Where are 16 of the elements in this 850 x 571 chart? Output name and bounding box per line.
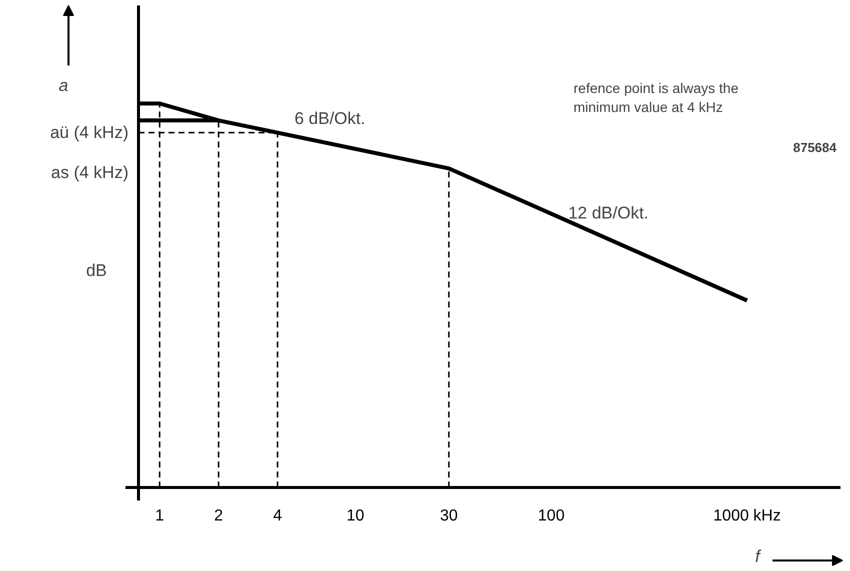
x-tick-label: 2 — [214, 508, 224, 524]
x-tick-label: 1000 kHz — [713, 508, 781, 524]
annotation: 6 dB/Okt. — [294, 109, 366, 128]
x-axis-title: f — [755, 547, 762, 566]
text: as (4 kHz) — [51, 163, 129, 182]
text: aü (4 kHz) — [50, 123, 129, 142]
x-tick-label: 10 — [346, 508, 364, 524]
y-axis-title: a — [58, 76, 68, 95]
x-tick-label: 1 — [155, 508, 164, 524]
text: dB — [86, 261, 107, 280]
x-tick-label: 30 — [440, 508, 458, 524]
annotation: 875684 — [793, 140, 838, 155]
annotation: refence point is always the minimum value at 4 kHz — [574, 80, 739, 116]
x-tick-label: 100 — [538, 508, 565, 524]
annotation: 12 dB/Okt. — [568, 203, 649, 222]
x-tick-label: 4 — [273, 508, 282, 524]
